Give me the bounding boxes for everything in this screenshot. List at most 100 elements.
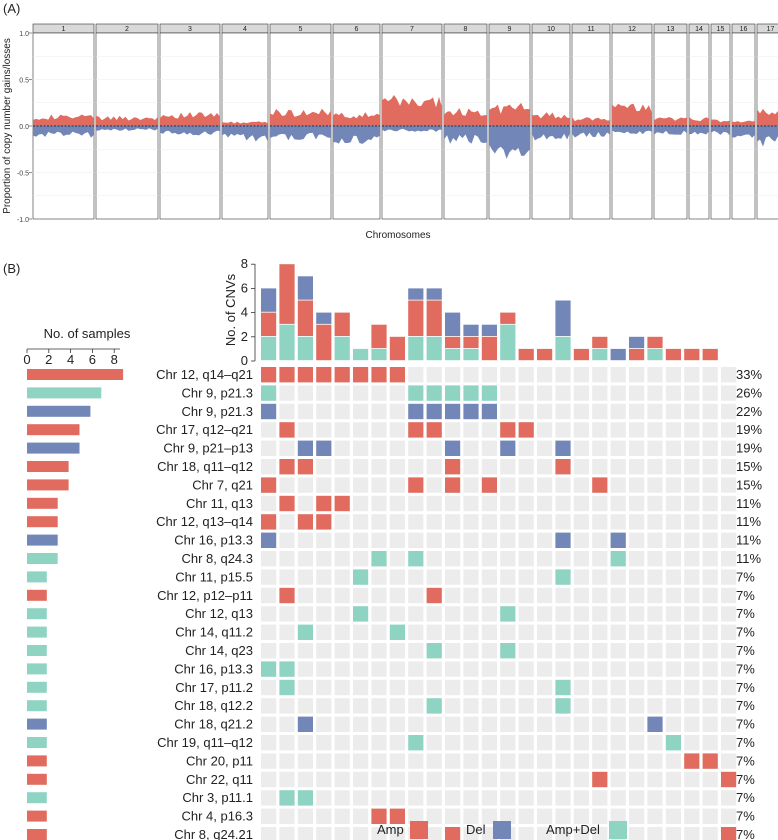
empty-cell: [684, 459, 700, 475]
empty-cell: [629, 790, 645, 806]
empty-cell: [537, 367, 553, 383]
empty-cell: [500, 735, 516, 751]
row-percent: 7%: [736, 717, 755, 732]
empty-cell: [334, 716, 350, 732]
cnv-cell: [426, 422, 442, 438]
empty-cell: [665, 624, 681, 640]
empty-cell: [684, 790, 700, 806]
empty-cell: [353, 790, 369, 806]
empty-cell: [647, 643, 663, 659]
cnv-cell: [389, 624, 405, 640]
empty-cell: [537, 624, 553, 640]
empty-cell: [721, 422, 737, 438]
empty-cell: [555, 790, 571, 806]
empty-cell: [702, 477, 718, 493]
cnv-bar-segment: [334, 336, 350, 361]
empty-cell: [647, 459, 663, 475]
empty-cell: [481, 422, 497, 438]
empty-cell: [573, 661, 589, 677]
empty-cell: [647, 735, 663, 751]
cnv-bar-segment: [426, 336, 442, 361]
empty-cell: [702, 367, 718, 383]
empty-cell: [573, 514, 589, 530]
empty-cell: [629, 606, 645, 622]
empty-cell: [408, 569, 424, 585]
empty-cell: [555, 808, 571, 824]
empty-cell: [463, 827, 479, 840]
cnv-cell: [481, 477, 497, 493]
cnv-bar-segment: [518, 348, 534, 361]
cnv-bar-segment: [610, 348, 626, 361]
empty-cell: [665, 716, 681, 732]
empty-cell: [537, 495, 553, 512]
empty-cell: [445, 643, 461, 659]
empty-cell: [445, 514, 461, 530]
empty-cell: [647, 790, 663, 806]
empty-cell: [592, 808, 608, 824]
samples-bar: [27, 737, 47, 748]
empty-cell: [426, 514, 442, 530]
loss-area: [96, 126, 158, 131]
empty-cell: [426, 716, 442, 732]
chromosome-strip-label: 11: [587, 26, 594, 33]
empty-cell: [389, 771, 405, 788]
cnv-cell: [408, 477, 424, 493]
empty-cell: [610, 643, 626, 659]
loss-area: [333, 126, 380, 144]
chromosome-strip-label: 9: [508, 26, 512, 33]
empty-cell: [353, 753, 369, 769]
empty-cell: [500, 551, 516, 567]
empty-cell: [518, 514, 534, 530]
empty-cell: [426, 679, 442, 696]
empty-cell: [610, 808, 626, 824]
chromosome-strip-label: 2: [125, 26, 129, 33]
cnv-cell: [316, 514, 332, 530]
empty-cell: [555, 367, 571, 383]
y-tick-label: 1.0: [19, 31, 29, 38]
empty-cell: [518, 495, 534, 512]
empty-cell: [629, 422, 645, 438]
empty-cell: [371, 716, 387, 732]
loss-area: [612, 126, 652, 135]
empty-cell: [684, 385, 700, 401]
empty-cell: [647, 661, 663, 677]
empty-cell: [647, 514, 663, 530]
cnv-bar-segment: [408, 288, 424, 300]
row-percent: 7%: [736, 680, 755, 695]
empty-cell: [629, 569, 645, 585]
row-label: Chr 17, q12–q21: [156, 422, 253, 437]
empty-cell: [684, 735, 700, 751]
empty-cell: [481, 753, 497, 769]
samples-bar: [27, 755, 47, 767]
empty-cell: [389, 790, 405, 806]
empty-cell: [537, 440, 553, 456]
empty-cell: [316, 459, 332, 475]
empty-cell: [610, 422, 626, 438]
cnv-cell: [371, 808, 387, 824]
row-label: Chr 12, q14–q21: [156, 367, 253, 382]
empty-cell: [573, 735, 589, 751]
empty-cell: [297, 532, 313, 548]
empty-cell: [684, 569, 700, 585]
gain-area: [612, 103, 652, 126]
empty-cell: [665, 753, 681, 769]
cnv-cell: [316, 367, 332, 383]
empty-cell: [371, 532, 387, 548]
empty-cell: [408, 790, 424, 806]
empty-cell: [592, 753, 608, 769]
empty-cell: [463, 495, 479, 512]
row-percent: 7%: [736, 588, 755, 603]
empty-cell: [647, 606, 663, 622]
samples-tick-label: 0: [23, 352, 30, 367]
row-label: Chr 14, q11.2: [175, 625, 253, 640]
empty-cell: [389, 827, 405, 840]
empty-cell: [721, 808, 737, 824]
samples-bar: [27, 442, 80, 454]
empty-cell: [592, 790, 608, 806]
row-label: Chr 19, q11–q12: [157, 735, 253, 750]
row-percent: 7%: [736, 569, 755, 584]
row-label: Chr 12, q13–q14: [156, 514, 253, 529]
chromosome-strip-label: 17: [767, 26, 775, 33]
cnv-cell: [555, 679, 571, 696]
empty-cell: [279, 514, 295, 530]
